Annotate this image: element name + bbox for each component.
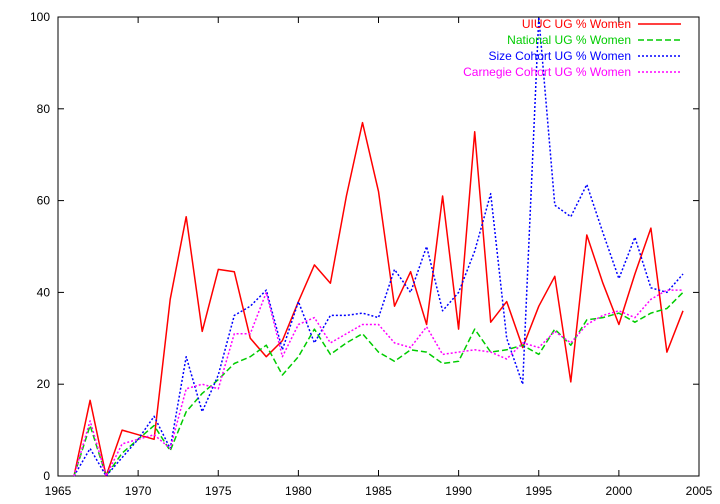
legend-label-1: National UG % Women — [507, 33, 631, 47]
y-tick-label: 40 — [37, 285, 51, 299]
x-tick-label: 1995 — [525, 484, 552, 498]
legend-label-0: UIUC UG % Women — [522, 17, 631, 31]
x-tick-label: 2005 — [686, 484, 713, 498]
y-tick-label: 80 — [37, 102, 51, 116]
x-tick-label: 1990 — [445, 484, 472, 498]
series-line-2 — [73, 16, 684, 477]
legend: UIUC UG % Women National UG % Women Size C… — [463, 17, 681, 79]
y-tick-label: 20 — [37, 377, 51, 391]
x-tick-label: 1965 — [45, 484, 72, 498]
series-line-1 — [73, 291, 684, 477]
legend-label-2: Size Cohort UG % Women — [489, 49, 632, 63]
axis-ticks: 1965 1970 1975 1980 1985 1990 1995 2000 2005 0 20 4… — [30, 10, 713, 498]
x-tick-label: 1985 — [365, 484, 392, 498]
y-tick-label: 0 — [43, 469, 50, 483]
series-lines — [73, 16, 684, 477]
x-tick-label: 2000 — [606, 484, 633, 498]
y-tick-label: 60 — [37, 194, 51, 208]
x-tick-label: 1980 — [285, 484, 312, 498]
x-tick-label: 1975 — [205, 484, 232, 498]
legend-label-3: Carnegie Cohort UG % Women — [463, 65, 631, 79]
plot-frame — [57, 16, 700, 477]
y-tick-label: 100 — [30, 10, 50, 24]
series-line-3 — [73, 289, 683, 477]
x-tick-label: 1970 — [125, 484, 152, 498]
series-line-0 — [73, 121, 684, 477]
